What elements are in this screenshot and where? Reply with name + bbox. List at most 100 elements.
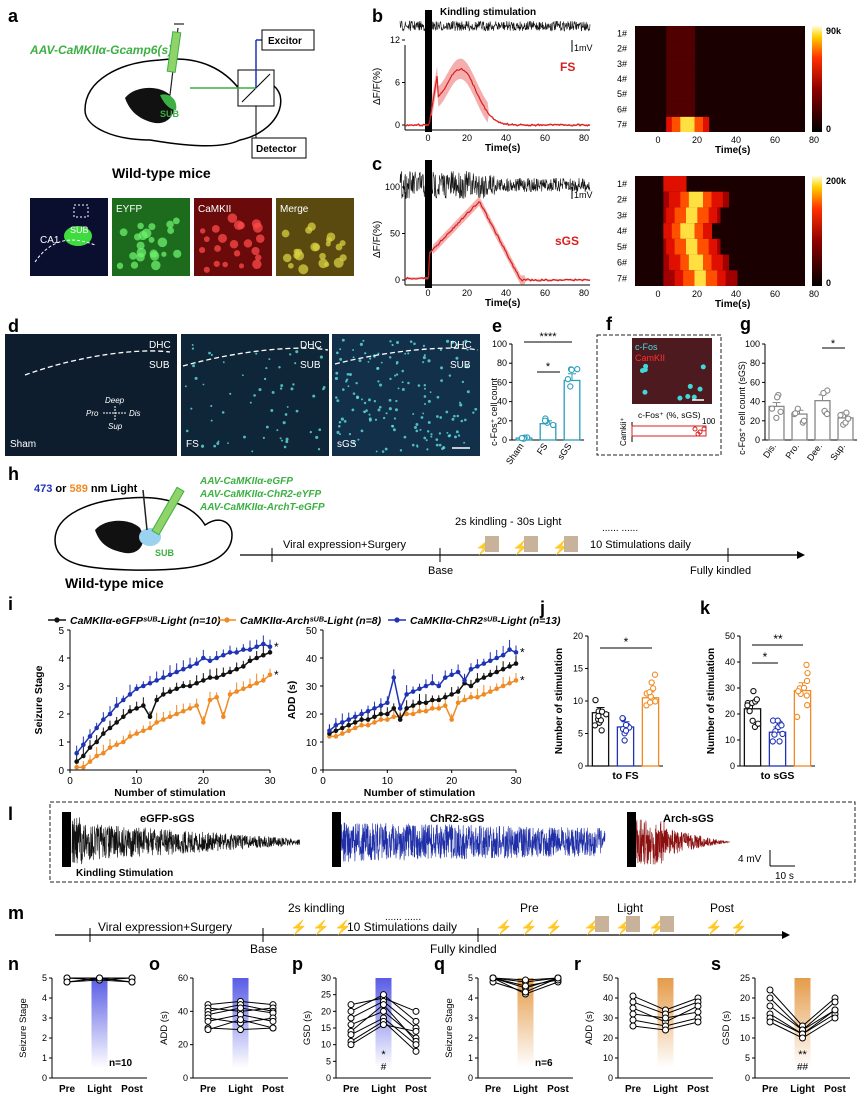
series-point (397, 717, 403, 722)
subject-point (204, 1017, 212, 1025)
data-point (793, 713, 801, 721)
cell-dot (326, 232, 336, 242)
cfos-dot (389, 340, 392, 343)
subject-point (380, 1001, 387, 1009)
series-point (352, 725, 358, 731)
cfos-dot (451, 340, 455, 344)
cfos-dot (415, 422, 419, 426)
heat-cell (683, 207, 687, 224)
tl-daily-h: 10 Stimulations daily (590, 539, 691, 551)
series-point (468, 694, 474, 700)
cfos-dot (423, 354, 426, 357)
series-point (397, 706, 403, 711)
light-box (626, 916, 640, 932)
series-point (134, 686, 139, 692)
sig-label: * (274, 640, 279, 654)
series-point (187, 706, 193, 711)
ytick-label: 40 (497, 397, 507, 407)
series-point (201, 678, 206, 683)
heat-cell (686, 270, 690, 286)
series-point (167, 689, 173, 694)
heat-cell (666, 238, 670, 255)
subject-point (96, 974, 103, 982)
cell-dot (214, 245, 221, 252)
ytick-label: 0 (608, 1073, 613, 1083)
series-point (207, 675, 213, 680)
heat-cell (674, 207, 678, 224)
series-point (500, 652, 506, 658)
stim-bar-b (425, 10, 432, 132)
data-point (621, 737, 628, 744)
cfos-cell (697, 386, 703, 392)
xtick-label: FS (535, 441, 550, 456)
heat-cell (697, 223, 701, 239)
cfos-dot (395, 399, 398, 403)
series-point (161, 675, 166, 680)
heat-cell (680, 26, 684, 42)
series-point (500, 666, 506, 672)
xtick-label: Pro. (783, 441, 801, 460)
cfos-dot (359, 342, 363, 346)
cfos-dot (456, 343, 460, 347)
heat-cell (680, 101, 684, 117)
series-point (141, 728, 146, 734)
colorbar-min: 0 (826, 278, 831, 288)
cfos-dot (457, 434, 461, 437)
sig-label: * (763, 650, 768, 664)
heat-cell (671, 71, 676, 87)
heat-cell (691, 26, 695, 42)
stim-bolts-h: ⚡ ⚡ ⚡ (475, 536, 578, 556)
heat-cell (680, 86, 684, 102)
cfos-dot (424, 402, 427, 405)
colorbar-max: 90k (826, 26, 842, 36)
heat-row-label: 4# (617, 74, 627, 84)
cfos-dot (194, 376, 198, 380)
heat-cell (666, 176, 670, 192)
series-point (94, 739, 99, 745)
series-point (423, 708, 429, 714)
series-point (81, 753, 86, 759)
data-point (803, 661, 810, 668)
subject-point (629, 998, 637, 1006)
cfos-cell (685, 394, 691, 400)
heat-cell (671, 101, 676, 117)
series-point (181, 708, 186, 714)
panel-s: s 0 5 10 15 20 25 GSD (s) Pre Light Post **## (711, 954, 850, 1095)
series-point (194, 703, 199, 708)
series-point (181, 666, 186, 672)
trace-chr2 (340, 822, 606, 862)
heat-cell (688, 56, 693, 72)
sem-band-c (405, 196, 590, 285)
sig-label: * (520, 645, 525, 659)
ytick-label: 12 (390, 35, 400, 45)
heat-cell (691, 223, 695, 239)
cfos-dot (445, 410, 449, 414)
heat-cell (677, 238, 681, 255)
series-point (391, 706, 397, 711)
light-or: or (55, 483, 67, 495)
subject-point (766, 1018, 774, 1026)
heat-cell (697, 191, 701, 208)
ytick-label: 80 (750, 358, 760, 368)
cfos-dot (200, 444, 205, 448)
light-box (524, 536, 538, 552)
cfos-dot (416, 444, 419, 447)
mean-trace-c (404, 200, 591, 282)
heat-cell (722, 191, 727, 208)
series-point (333, 722, 339, 728)
cfos-dot (426, 448, 429, 451)
cell-dot (149, 251, 160, 261)
series-point (107, 745, 113, 750)
series-point (468, 683, 474, 689)
heat-cell (722, 254, 727, 271)
ytick-label: 20 (603, 1033, 613, 1043)
cfos-dot (295, 350, 299, 354)
series-point (241, 686, 246, 692)
tl-post-m: Post (710, 901, 735, 915)
cell-dot (211, 224, 220, 233)
excitor-label: Excitor (268, 36, 302, 47)
cfos-dot (185, 429, 189, 433)
heat-cell (717, 270, 721, 286)
cell-dot (137, 222, 144, 230)
heat-cell (697, 254, 701, 271)
